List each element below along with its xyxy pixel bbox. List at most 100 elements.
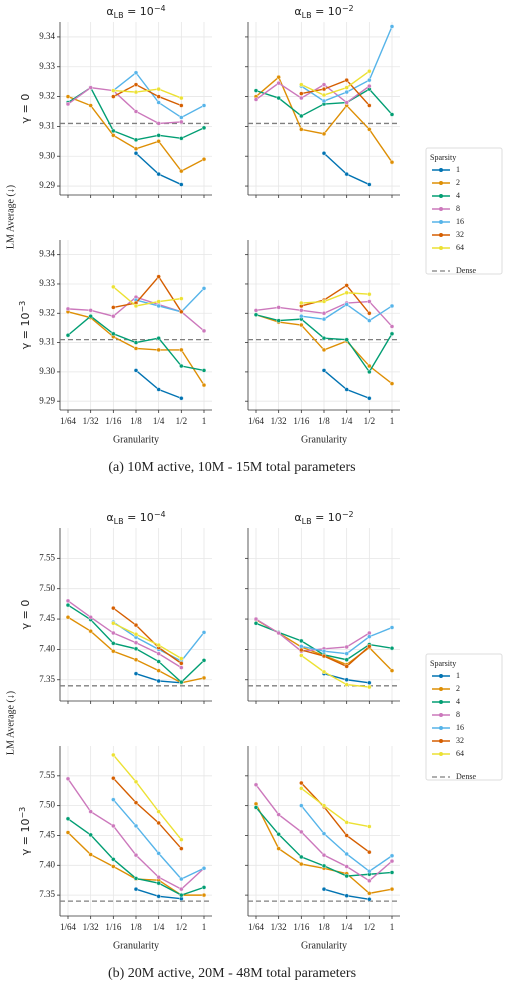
y-axis-label: γ = 10−3 — [18, 807, 33, 856]
point — [179, 296, 184, 301]
point — [156, 121, 161, 126]
point — [299, 780, 304, 786]
x-tick-label: 1/4 — [341, 922, 353, 932]
legend-title: Sparsity — [430, 153, 456, 162]
point — [65, 816, 71, 821]
y-tick-label: 7.55 — [39, 770, 55, 780]
y-axis-label-part: γ = 0 — [19, 600, 32, 630]
point — [133, 876, 139, 881]
x-tick-label: 1/2 — [364, 416, 376, 426]
point — [299, 653, 304, 658]
series-line — [112, 607, 182, 664]
point — [299, 82, 304, 87]
panel-title-part: −4 — [154, 4, 166, 13]
y-tick-label: 9.31 — [39, 120, 55, 130]
point — [133, 622, 139, 628]
point — [389, 625, 395, 630]
point — [389, 303, 395, 309]
y-tick-label: 9.29 — [39, 180, 55, 190]
point — [389, 853, 395, 858]
panel-title-part: α — [106, 511, 113, 524]
series-line — [67, 86, 182, 125]
point — [299, 95, 304, 101]
point — [299, 127, 304, 132]
point — [156, 651, 161, 656]
point — [133, 151, 139, 156]
point — [179, 661, 184, 666]
point — [321, 335, 327, 341]
point — [299, 308, 304, 313]
point — [389, 645, 395, 651]
legend-marker — [439, 181, 443, 185]
point — [111, 128, 116, 134]
x-tick-label: 1/2 — [364, 922, 376, 932]
point — [299, 786, 304, 791]
legend-label: 16 — [456, 217, 464, 226]
series-line — [112, 286, 182, 307]
y-axis-label-part: γ = 0 — [19, 94, 32, 124]
y-tick-label: 9.29 — [39, 395, 55, 405]
x-tick-label: 1/32 — [83, 922, 99, 932]
point — [344, 657, 349, 662]
point — [367, 849, 372, 855]
x-tick-label: 1/32 — [83, 416, 99, 426]
series-line — [300, 782, 370, 853]
point — [367, 680, 372, 685]
point — [111, 630, 116, 636]
y-tick-label: 9.32 — [39, 307, 55, 317]
point — [321, 86, 327, 92]
panel-title-part: LB — [114, 517, 124, 526]
point — [367, 891, 372, 896]
point — [253, 88, 259, 93]
point — [65, 101, 71, 107]
panel-title: αLB = 10−2 — [294, 4, 353, 20]
point — [201, 892, 207, 898]
point — [253, 621, 259, 626]
point — [344, 302, 349, 307]
point — [133, 657, 139, 662]
x-tick-label: 1 — [202, 416, 207, 426]
y-tick-label: 9.30 — [39, 150, 55, 160]
y-tick-label: 9.30 — [39, 366, 55, 376]
point — [65, 602, 71, 608]
y-axis-label-part: γ = 10 — [19, 313, 32, 350]
point — [156, 851, 161, 856]
x-tick-label: 1/16 — [105, 416, 122, 426]
point — [276, 832, 281, 837]
y-tick-label: 7.45 — [39, 830, 55, 840]
legend-label: 1 — [456, 671, 460, 680]
x-axis-label: Granularity — [113, 940, 159, 951]
point — [179, 679, 184, 685]
point — [321, 368, 327, 373]
point — [276, 305, 281, 310]
point — [344, 283, 349, 288]
point — [344, 893, 349, 898]
point — [201, 382, 207, 388]
figure-ylabel: LM Average (↓) — [5, 691, 16, 755]
point — [133, 137, 139, 143]
point — [344, 651, 349, 656]
point — [321, 98, 327, 104]
point — [156, 875, 161, 880]
point — [344, 85, 349, 90]
series-line — [300, 787, 370, 828]
x-axis-label: Granularity — [301, 940, 347, 951]
point — [156, 387, 161, 392]
panel-title: αLB = 10−2 — [294, 510, 353, 526]
point — [201, 630, 207, 635]
point — [133, 146, 139, 151]
series-line — [255, 618, 370, 652]
point — [321, 316, 327, 322]
point — [299, 638, 304, 644]
point — [367, 77, 372, 83]
y-tick-label: 9.34 — [39, 31, 55, 41]
point — [133, 852, 139, 858]
point — [156, 820, 161, 826]
point — [88, 832, 93, 838]
caption: (b) 20M active, 20M - 48M total paramete… — [108, 966, 356, 981]
point — [321, 299, 327, 304]
point — [344, 290, 349, 295]
x-axis-label: Granularity — [301, 434, 347, 445]
legend-label: 64 — [456, 243, 464, 252]
